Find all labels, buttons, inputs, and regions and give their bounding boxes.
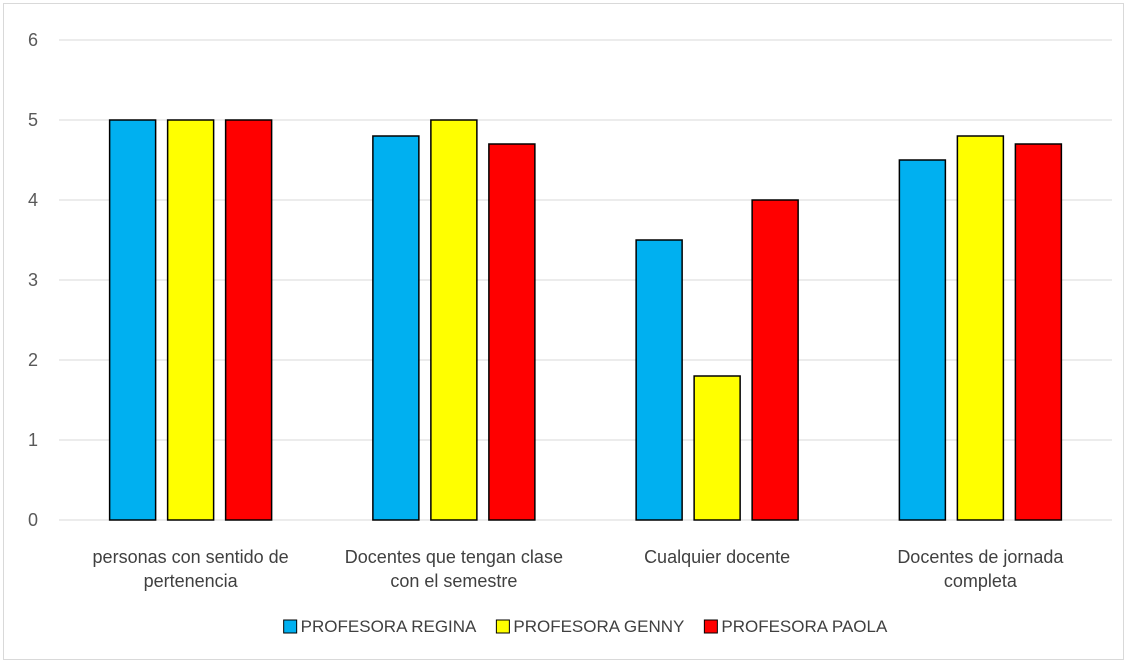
- x-category-label-line: personas con sentido de: [93, 547, 289, 567]
- x-category-label-line: Docentes que tengan clase: [345, 547, 563, 567]
- x-category-label-line: completa: [944, 571, 1018, 591]
- y-axis-tick-labels: 0 1 2 3 4 5 6: [28, 30, 38, 530]
- bar-3-3: [752, 200, 798, 520]
- legend-item: PROFESORA GENNY: [496, 617, 684, 636]
- bar-3-4: [1015, 144, 1061, 520]
- legend-swatch: [496, 620, 509, 633]
- bar-2-1: [168, 120, 214, 520]
- y-tick-label: 5: [28, 110, 38, 130]
- y-tick-label: 1: [28, 430, 38, 450]
- bar-2-3: [694, 376, 740, 520]
- x-category-label: Docentes que tengan clase con el semestre: [345, 547, 563, 591]
- bar-3-1: [226, 120, 272, 520]
- legend: PROFESORA REGINA PROFESORA GENNY PROFESORA…: [284, 617, 888, 636]
- bar-1-1: [110, 120, 156, 520]
- bar-chart: 0 1 2 3 4 5 6 personas con sentido de pertenenc…: [4, 4, 1125, 661]
- bar-1-2: [373, 136, 419, 520]
- x-category-label-line: Cualquier docente: [644, 547, 790, 567]
- x-category-label: personas con sentido de pertenencia: [93, 547, 289, 591]
- y-tick-label: 4: [28, 190, 38, 210]
- legend-swatch: [284, 620, 297, 633]
- x-category-label-line: pertenencia: [144, 571, 239, 591]
- bar-3-2: [489, 144, 535, 520]
- legend-item: PROFESORA PAOLA: [704, 617, 888, 636]
- x-category-label: Cualquier docente: [644, 547, 790, 567]
- legend-swatch: [704, 620, 717, 633]
- bars: [110, 120, 1062, 520]
- gridlines: [59, 40, 1112, 520]
- y-tick-label: 2: [28, 350, 38, 370]
- bar-2-2: [431, 120, 477, 520]
- x-category-label: Docentes de jornada completa: [897, 547, 1064, 591]
- bar-1-3: [636, 240, 682, 520]
- x-category-label-line: con el semestre: [390, 571, 517, 591]
- y-tick-label: 3: [28, 270, 38, 290]
- legend-item: PROFESORA REGINA: [284, 617, 477, 636]
- x-axis-category-labels: personas con sentido de pertenencia Docent…: [93, 547, 1065, 591]
- legend-label: PROFESORA REGINA: [301, 617, 477, 636]
- chart-frame: 0 1 2 3 4 5 6 personas con sentido de pertenenc…: [3, 3, 1124, 660]
- y-tick-label: 0: [28, 510, 38, 530]
- bar-2-4: [957, 136, 1003, 520]
- y-tick-label: 6: [28, 30, 38, 50]
- x-category-label-line: Docentes de jornada: [897, 547, 1064, 567]
- legend-label: PROFESORA PAOLA: [721, 617, 888, 636]
- legend-label: PROFESORA GENNY: [513, 617, 684, 636]
- bar-1-4: [899, 160, 945, 520]
